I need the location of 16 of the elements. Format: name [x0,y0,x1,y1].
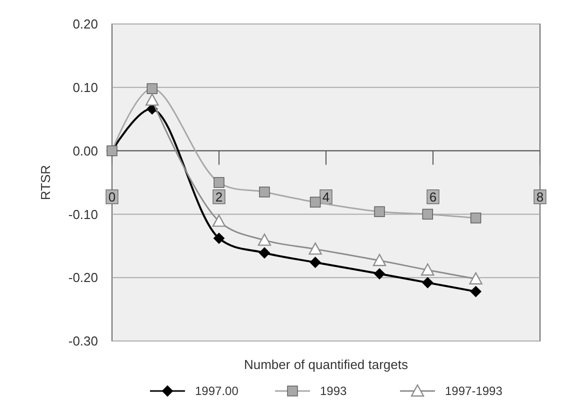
y-tick-label: 0.20 [72,16,98,32]
y-axis-title: RTSR [38,164,53,200]
y-tick-label: 0.00 [72,143,98,158]
y-tick-label: 0.10 [72,80,98,95]
x-tick-label: 0 [108,189,116,204]
legend-label: 1997.00 [195,384,239,398]
x-axis-title: Number of quantified targets [244,357,409,372]
x-tick-label: 4 [322,189,330,204]
y-tick-label: -0.30 [68,334,98,349]
legend-label: 1997-1993 [445,384,503,398]
x-tick-label: 6 [429,189,437,204]
y-tick-label: -0.10 [68,206,98,222]
legend-label: 1993 [320,384,348,398]
x-tick-label: 2 [215,189,223,204]
x-tick-label: 8 [536,189,544,204]
y-tick-label: -0.20 [68,270,98,286]
